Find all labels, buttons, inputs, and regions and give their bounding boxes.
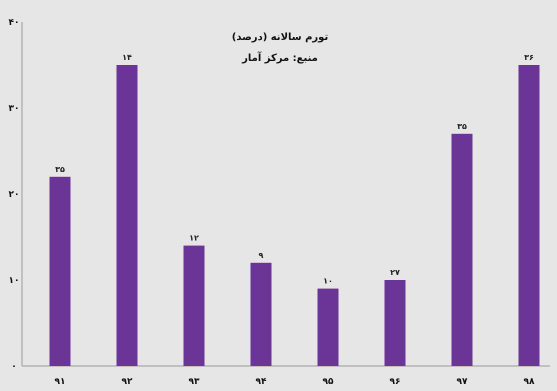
y-tick-label: ۲۰ [9,190,20,200]
bar [49,176,71,366]
chart-subtitle: منبع: مرکز آمار [241,51,318,64]
x-tick-label: ۹۳ [189,377,200,387]
data-label: ۱۲ [189,234,199,243]
y-tick-labels: ۰ ۱۰ ۲۰ ۳۰ ۴۰ [9,18,20,372]
bars [49,65,540,366]
data-label: ۲۷ [390,268,400,277]
bar [518,65,540,366]
y-tick-label: ۳۰ [9,104,20,114]
y-tick-label: ۴۰ [9,18,20,28]
bar [183,245,205,366]
data-labels: ۳۵ ۱۴ ۱۲ ۹ ۱۰ ۲۷ ۳۵ ۳۶ [55,53,534,286]
y-tick-label: ۰ [11,362,17,372]
x-tick-label: ۹۸ [524,377,535,387]
x-tick-label: ۹۴ [256,377,267,387]
y-tick-label: ۱۰ [9,276,20,286]
x-tick-label: ۹۱ [55,377,66,387]
bar [250,262,272,366]
x-tick-labels: ۹۱۹۲۹۳۹۴۹۵۹۶۹۷۹۸۹۹ [55,377,535,387]
x-tick-label: ۹۵ [323,377,334,387]
chart-title: تورم سالانه (درصد) [232,32,329,43]
data-label: ۱۴ [122,53,132,62]
x-tick-label: ۹۷ [457,377,468,387]
data-label: ۹ [259,251,264,260]
data-label: ۳۵ [55,165,65,174]
bar [451,133,473,366]
data-label: ۳۵ [457,122,467,131]
bar [317,288,339,366]
bar [384,280,406,366]
data-label: ۱۰ [323,277,333,286]
data-label: ۳۶ [524,53,534,62]
x-tick-label: ۹۲ [122,377,133,387]
bar [116,65,138,366]
x-tick-label: ۹۶ [390,377,401,387]
